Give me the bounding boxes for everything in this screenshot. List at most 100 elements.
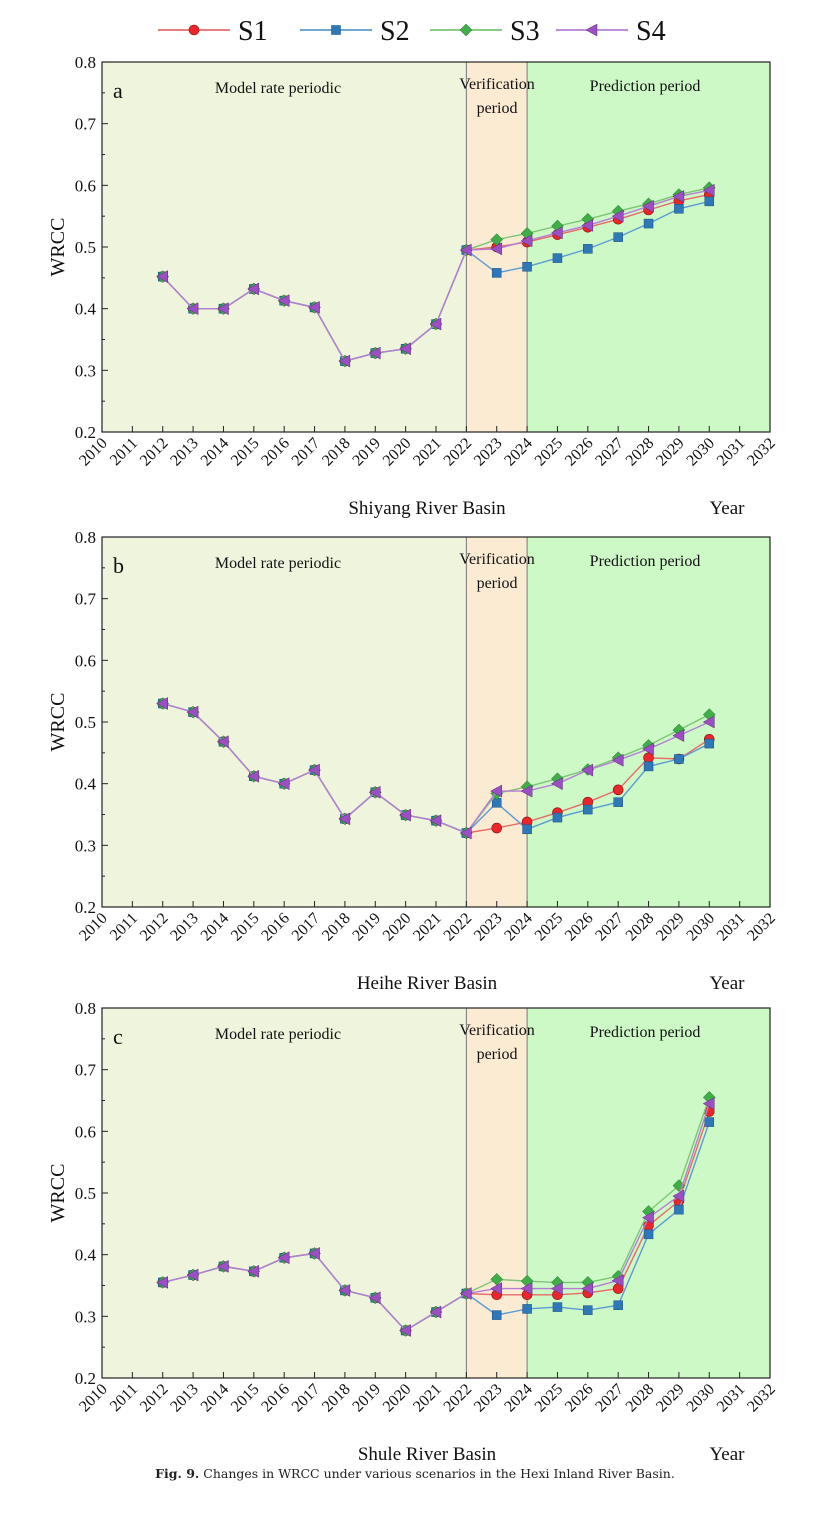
data-point: [429, 317, 442, 331]
data-point: [702, 183, 715, 197]
data-point: [368, 1291, 381, 1305]
verification-period-band: [466, 1008, 528, 1378]
data-point: [338, 354, 351, 368]
data-point: [186, 705, 199, 719]
data-point: [429, 814, 442, 828]
data-point: [186, 302, 199, 316]
panel-letter: c: [113, 1024, 123, 1049]
y-tick-label: 0.4: [75, 775, 97, 794]
data-point: [550, 226, 563, 240]
panel-a: Model rate periodic Verification period Pre…: [47, 53, 779, 519]
y-tick-label: 0.8: [75, 528, 96, 547]
verification-period-label: Verification: [459, 76, 535, 93]
caption-text: Changes in WRCC under various scenarios …: [203, 1466, 675, 1481]
verification-period-label: period: [477, 575, 518, 592]
x-tick-label: 2013: [167, 910, 202, 945]
x-tick-label: 2019: [349, 435, 384, 470]
x-axis-label: Year: [709, 973, 745, 994]
data-point: [490, 242, 502, 256]
legend-item-s1: S1: [158, 16, 268, 47]
x-tick-label: 2015: [228, 910, 263, 945]
figure-caption: Fig. 9. Changes in WRCC under various sc…: [0, 1466, 830, 1481]
data-point: [277, 777, 290, 791]
x-tick-label: 2023: [471, 1381, 506, 1416]
panel-letter: a: [113, 78, 123, 103]
data-point: [674, 204, 684, 214]
x-tick-label: 2028: [623, 435, 658, 470]
data-point: [491, 268, 502, 278]
x-axis-label: Year: [709, 498, 745, 519]
x-tick-label: 2016: [258, 910, 293, 945]
data-point: [613, 797, 623, 807]
data-point: [186, 1268, 199, 1282]
x-tick-label: 2019: [349, 1381, 384, 1416]
x-tick-label: 2022: [441, 435, 476, 470]
x-tick-label: 2025: [532, 435, 567, 470]
x-tick-label: 2014: [198, 910, 233, 945]
model-period-band: [102, 62, 467, 432]
data-point: [216, 735, 229, 749]
legend-item-s4: S4: [556, 16, 666, 47]
x-tick-label: 2025: [532, 910, 567, 945]
data-point: [581, 218, 594, 232]
verification-period-label: period: [477, 1046, 518, 1063]
x-tick-label: 2030: [683, 910, 718, 945]
x-tick-label: 2031: [714, 1381, 749, 1416]
x-tick-label: 2019: [349, 910, 384, 945]
data-point: [613, 1300, 623, 1310]
data-point: [611, 209, 624, 223]
legend-marker: [331, 25, 341, 35]
x-tick-label: 2029: [653, 910, 688, 945]
y-tick-label: 0.8: [75, 999, 96, 1018]
y-tick-label: 0.7: [75, 1061, 97, 1080]
data-point: [156, 1275, 168, 1289]
data-point: [490, 784, 502, 798]
legend-label: S3: [510, 16, 540, 47]
data-point: [704, 196, 715, 207]
data-point: [702, 715, 715, 729]
data-point: [583, 804, 593, 815]
caption-label: Fig. 9.: [155, 1466, 200, 1481]
data-point: [613, 232, 623, 242]
x-tick-label: 2015: [228, 1381, 263, 1416]
x-tick-label: 2026: [562, 1381, 597, 1416]
data-point: [368, 346, 381, 360]
y-tick-label: 0.2: [75, 423, 96, 442]
model-period-band: [102, 537, 467, 907]
y-tick-label: 0.7: [75, 115, 97, 134]
data-point: [552, 253, 563, 263]
legend-marker: [459, 23, 473, 37]
y-axis-label: WRCC: [47, 218, 69, 277]
x-tick-label: 2018: [319, 435, 354, 470]
x-tick-label: 2013: [167, 1381, 202, 1416]
series-s4: [156, 697, 715, 840]
x-tick-label: 2027: [592, 910, 627, 945]
x-tick-label: 2032: [744, 910, 779, 945]
data-point: [674, 1204, 684, 1215]
legend-marker: [585, 23, 598, 37]
x-tick-label: 2022: [441, 1381, 476, 1416]
verification-period-label: Verification: [459, 551, 535, 568]
y-axis-label: WRCC: [47, 1164, 69, 1223]
data-point: [672, 190, 685, 203]
series-s4: [156, 183, 715, 368]
x-tick-label: 2026: [562, 910, 597, 945]
x-tick-label: 2031: [714, 435, 749, 470]
prediction-period-label: Prediction period: [590, 1024, 701, 1041]
data-point: [308, 763, 320, 777]
data-point: [399, 342, 411, 356]
data-point: [520, 1282, 533, 1296]
data-point: [338, 812, 351, 826]
x-tick-label: 2012: [137, 435, 172, 470]
data-point: [611, 753, 624, 767]
x-tick-label: 2016: [258, 1381, 293, 1416]
y-tick-label: 0.7: [75, 590, 97, 609]
model-period-label: Model rate periodic: [215, 80, 341, 97]
y-tick-label: 0.5: [75, 238, 96, 257]
x-tick-label: 2031: [714, 910, 749, 945]
data-point: [581, 763, 594, 777]
x-tick-label: 2017: [289, 1381, 324, 1416]
x-tick-label: 2018: [319, 910, 354, 945]
legend-item-s3: S3: [430, 16, 540, 47]
series-s4: [156, 1097, 715, 1337]
